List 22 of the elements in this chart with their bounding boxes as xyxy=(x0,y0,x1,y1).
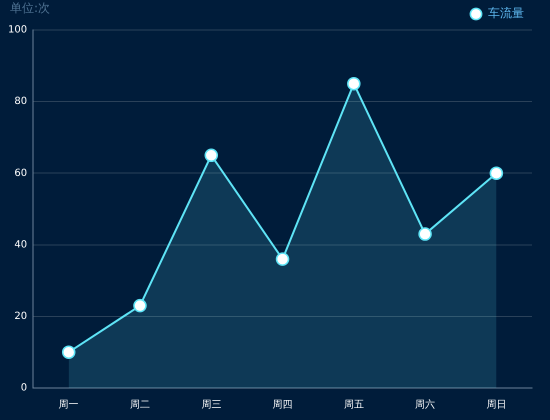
y-tick-label: 0 xyxy=(20,382,28,394)
x-tick-label: 周六 xyxy=(415,398,436,411)
y-tick-label: 80 xyxy=(14,96,28,108)
x-tick-label: 周二 xyxy=(130,400,150,411)
point xyxy=(347,76,361,90)
legend-label: 车流量 xyxy=(488,6,524,20)
y-tick-label: 60 xyxy=(14,168,28,179)
point xyxy=(276,252,290,266)
x-tick-label: 周三 xyxy=(201,400,222,411)
point xyxy=(133,298,147,312)
y-tick-label: 100 xyxy=(8,24,28,36)
x-tick-label: 周日 xyxy=(486,400,506,411)
x-tick-label: 周四 xyxy=(272,400,293,411)
point xyxy=(62,345,76,359)
point xyxy=(490,166,504,180)
x-tick-label: 周一 xyxy=(58,400,79,411)
y-axis-title: 单位:次 xyxy=(10,1,50,16)
point xyxy=(204,148,218,162)
x-tick-label: 周五 xyxy=(344,400,364,411)
y-tick-label: 20 xyxy=(14,310,28,322)
point xyxy=(418,227,432,241)
y-tick-label: 40 xyxy=(14,239,28,250)
